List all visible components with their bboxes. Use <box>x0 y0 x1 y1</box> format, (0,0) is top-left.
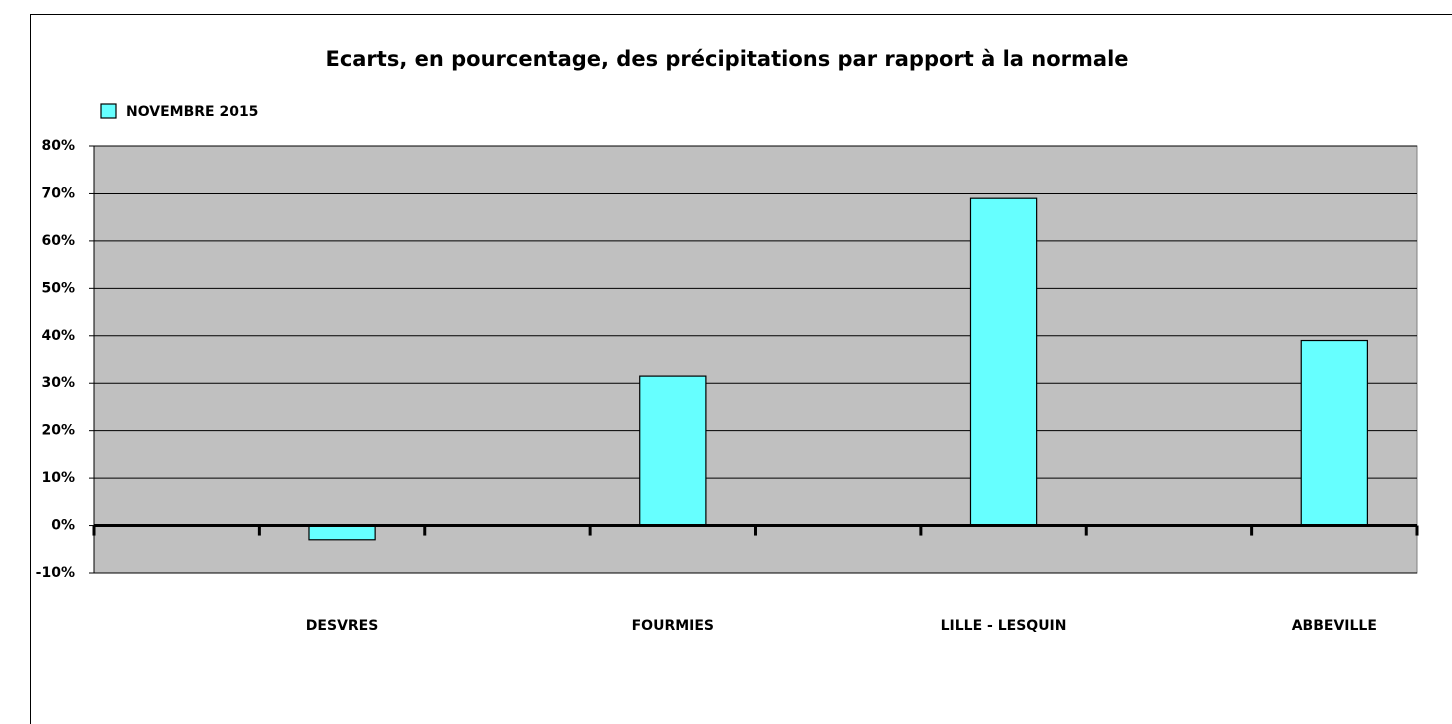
x-tick-label: DESVRES <box>306 618 379 634</box>
y-tick-label: 80% <box>41 138 75 154</box>
y-tick-label: -10% <box>36 565 75 581</box>
y-tick-label: 0% <box>51 518 75 534</box>
bar <box>969 197 1038 527</box>
y-tick-label: 50% <box>41 280 75 296</box>
y-tick-label: 20% <box>41 423 75 439</box>
legend-label: NOVEMBRE 2015 <box>126 104 258 120</box>
bar <box>1300 339 1368 527</box>
y-tick-label: 60% <box>41 233 75 249</box>
x-tick-label: FOURMIES <box>632 618 714 634</box>
y-tick-label: 10% <box>41 470 75 486</box>
bar <box>639 375 707 527</box>
legend-swatch <box>100 103 117 119</box>
x-tick-label: ABBEVILLE <box>1292 618 1377 634</box>
y-tick-label: 40% <box>41 328 75 344</box>
bar <box>308 524 376 541</box>
chart-title: Ecarts, en pourcentage, des précipitatio… <box>325 47 1128 71</box>
y-tick-label: 70% <box>41 185 75 201</box>
plot-area <box>93 145 1418 574</box>
x-tick-label: LILLE - LESQUIN <box>941 618 1067 634</box>
y-tick-label: 30% <box>41 375 75 391</box>
